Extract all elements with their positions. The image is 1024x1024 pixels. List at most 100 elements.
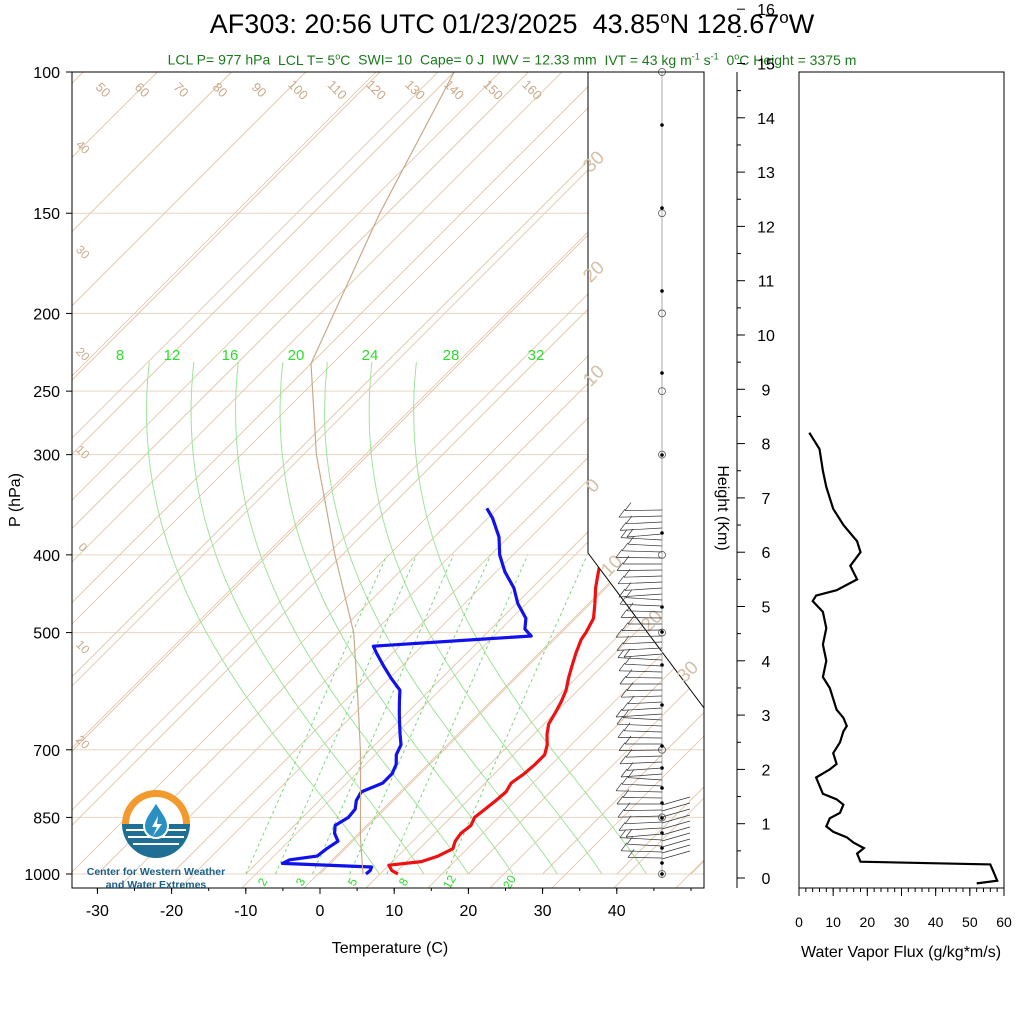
wind-barb-flag <box>625 748 633 758</box>
freezing-level-zero: 0 <box>726 51 735 68</box>
height-tick-label: 3 <box>762 708 771 725</box>
wind-barb-flag <box>621 775 629 785</box>
wind-barb <box>624 821 663 825</box>
wind-barb-flag <box>627 615 635 625</box>
wind-barb-flag <box>624 582 632 591</box>
wind-barb <box>627 857 663 859</box>
wind-barb <box>620 850 663 853</box>
mixing-ratio-label: 20 <box>500 872 519 891</box>
mixing-ratio-line <box>245 554 388 875</box>
isotherm-line <box>72 72 529 530</box>
height-tick-label: 15 <box>757 57 775 74</box>
wind-barb <box>621 783 663 787</box>
temperature-profile-line <box>387 507 619 876</box>
wind-level-dot <box>660 123 664 127</box>
wind-barb-flag <box>626 602 634 612</box>
mixing-ratio-line <box>445 554 588 875</box>
wind-barb-flag <box>619 829 627 838</box>
wind-level-dot <box>660 630 664 634</box>
y-tick-label: 700 <box>33 743 60 760</box>
wind-barb-flag <box>615 549 623 558</box>
wind-barb <box>624 663 663 667</box>
wind-barb <box>619 761 663 765</box>
dry-adiabat-line <box>72 72 625 625</box>
wind-barb-flag <box>623 802 631 811</box>
wind-barb-flag <box>624 815 632 825</box>
wind-barb-flag <box>620 768 628 778</box>
y-tick-label: 250 <box>33 384 60 401</box>
wind-barb <box>661 808 691 818</box>
wind-barb <box>661 832 691 842</box>
height-tick-label: 13 <box>757 165 775 182</box>
flux-x-tick-label: 20 <box>860 914 876 930</box>
wind-barb-flag <box>625 828 633 838</box>
wind-barb-flag <box>615 628 623 638</box>
wind-barb-flag <box>618 508 626 518</box>
station-id: AF303 <box>209 9 290 39</box>
wind-barb-column <box>615 68 691 878</box>
dry-adiabat-line <box>427 611 704 888</box>
calm-wind-circle <box>658 450 666 459</box>
wind-barb-flag <box>620 688 628 698</box>
moist-adiabat-line <box>190 362 425 875</box>
flux-x-axis-label: Water Vapor Flux (g/kg*m/s) <box>801 944 1001 961</box>
wind-barb-flag <box>626 528 634 538</box>
isotherm-line <box>393 563 704 875</box>
wind-barb <box>623 653 663 658</box>
wind-barb <box>627 701 663 705</box>
calm-wind-circle <box>658 813 666 822</box>
wind-barb <box>622 797 663 799</box>
wind-barb <box>626 689 663 691</box>
chart-subtitle: LCL P= 977 hPa LCL T= 5oC SWI= 10 Cape= … <box>0 51 1024 68</box>
wind-barb-flag <box>618 588 626 598</box>
wind-level-dot <box>660 289 664 293</box>
calm-wind-circle <box>658 870 666 878</box>
isotherm-line <box>72 72 455 455</box>
y-tick-label: 850 <box>33 810 60 827</box>
isotherm-line <box>72 72 307 307</box>
logo-text-line1: Center for Western Weather <box>86 866 226 878</box>
moist-adiabat-line <box>368 362 603 875</box>
wind-barb-flag <box>622 555 630 565</box>
observation-time: 20:56 UTC 01/23/2025 <box>304 9 578 39</box>
wind-barb <box>620 617 663 619</box>
height-tick-label: 5 <box>762 600 771 617</box>
x-tick-label: 30 <box>534 903 552 920</box>
lcl-temperature-unit: C <box>340 51 351 68</box>
moist-adiabat-label: 32 <box>528 347 545 364</box>
freezing-level-text: C Height = 3375 m <box>739 51 857 68</box>
wind-barb-flag <box>616 562 624 571</box>
wind-barb-flag <box>618 662 626 672</box>
wind-barb <box>626 843 663 847</box>
x-tick-label: -30 <box>86 903 109 920</box>
wind-barb-flag <box>617 729 625 738</box>
x-tick-label: 40 <box>608 903 626 920</box>
calm-wind-circle <box>658 309 666 318</box>
calm-wind-circle <box>658 550 666 559</box>
dry-adiabat-line <box>72 72 377 377</box>
wind-barb <box>623 575 663 578</box>
height-tick-label: 8 <box>762 437 771 454</box>
degree-symbol: o <box>660 8 670 27</box>
wind-barb <box>618 827 663 831</box>
height-tick-label: 9 <box>762 382 771 399</box>
y-tick-label: 100 <box>33 65 60 82</box>
wind-barb-flag <box>624 502 632 511</box>
wind-barb <box>618 670 663 673</box>
wind-level-dot <box>660 703 664 707</box>
wind-barb <box>661 796 691 806</box>
wind-barb-flag <box>618 742 626 751</box>
ivt-text: IVT = 43 kg m <box>604 51 692 68</box>
wind-barb <box>615 790 663 793</box>
y-tick-label: 1000 <box>24 867 60 884</box>
wind-barb <box>617 815 663 818</box>
wind-level-dot <box>660 744 664 748</box>
flux-x-tick-label: 30 <box>894 914 910 930</box>
lcl-temperature: LCL T= 5oC <box>278 51 351 68</box>
parcel-path-line <box>310 72 455 875</box>
isotherm-line <box>72 72 381 381</box>
calm-wind-circle <box>658 387 666 396</box>
wind-barb-flag <box>619 675 627 685</box>
wind-barb <box>617 737 663 739</box>
height-tick-label: 10 <box>757 328 775 345</box>
